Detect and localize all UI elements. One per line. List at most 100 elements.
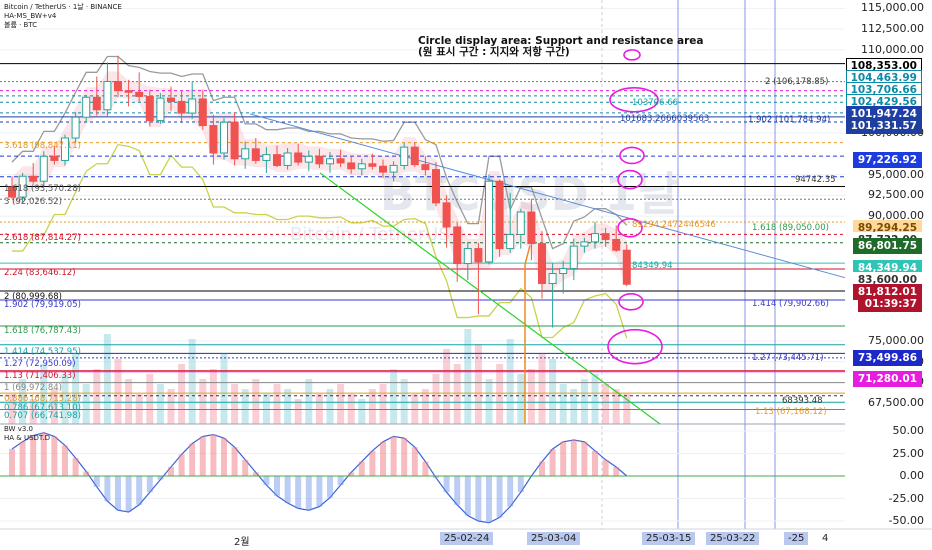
volume-bar [390,369,398,424]
volume-bar [72,354,80,424]
fib-label-right: 84349.94 [632,261,673,271]
sr-circle [607,328,663,365]
price-tick-label: 92,500.00 [868,188,924,202]
volume-bar [284,389,292,424]
candle-body [485,180,493,263]
sr-circle [623,49,641,61]
candle-body [29,175,38,182]
volume-bars [8,329,631,424]
sr-circle [609,86,659,113]
price-tick-label: 115,000.00 [861,1,924,15]
sr-circle [617,217,643,238]
volume-bar [8,394,16,424]
candle-body [71,116,80,139]
volume-bar [538,354,546,424]
sr-circle [619,146,645,165]
candle-body [463,248,472,265]
volume-bar [178,364,186,424]
osc-tick-label: 50.00 [892,424,925,437]
candle-body [241,148,250,160]
price-tick-label: 67,500.00 [868,396,924,410]
candle-body [612,238,621,251]
candle-body [347,162,356,170]
indicator-title[interactable]: HA-MS_BW+v4 [4,12,57,20]
candle-body [453,226,462,265]
volume-bar [61,374,69,424]
volume-bar [19,379,27,424]
volume-bar [602,384,610,424]
fib-label-right: 1.27 (73,445.71) [752,353,824,363]
volume-bar [358,399,366,424]
volume-bar [443,349,451,424]
price-badge: 73,499.86 [852,350,922,366]
candle-body [336,158,345,164]
price-tick-label: 112,500.00 [861,22,924,36]
volume-title[interactable]: 볼륨 · BTC [4,21,38,29]
descending-trendline [249,113,846,279]
sr-circle [618,292,644,311]
volume-bar [103,334,111,424]
sr-circle [617,169,643,190]
support-trendline [319,172,661,425]
time-tick-label: 25-02-24 [440,532,494,545]
oscillator-title-2[interactable]: HA & USDT.D [4,434,50,442]
time-tick-label: 4 [822,533,829,544]
time-tick-label: 25-03-15 [642,532,696,545]
time-tick-label: 25-03-22 [706,532,760,545]
volume-bar [82,384,90,424]
candle-body [167,97,175,102]
candle-body [135,91,144,97]
annotation-line-2: (원 표시 구간 : 지지와 저항 구간) [418,46,570,58]
candle-body [39,155,48,182]
fib-label-left: 0.886 (68,715.28) [4,394,81,404]
candle-body [442,202,451,228]
price-badge: 71,280.01 [852,371,922,387]
volume-bar [167,389,175,424]
candle-body [474,248,483,263]
candle-body [548,273,557,284]
time-tick-label: 25-03-04 [527,532,581,545]
volume-bar [432,374,440,424]
volume-bar [135,394,143,424]
candle-body [538,243,546,284]
candle-body [379,165,387,173]
candle-body [368,163,377,167]
volume-bar [570,389,578,424]
candlesticks [8,55,631,328]
candle-body [506,233,515,250]
volume-bar [252,379,260,424]
volume-bar [379,384,387,424]
volume-bar [93,369,101,424]
candle-body [495,180,504,250]
fib-label-left: 1.414 (74,537.95) [4,347,81,357]
resistance-staircase [11,55,628,250]
volume-bar [474,344,482,424]
fib-label-right: 1.618 (89,050.00) [752,223,829,233]
candle-body [357,163,366,170]
trend-lines [249,113,846,425]
volume-bar [612,389,620,424]
volume-bar [400,379,408,424]
oscillator-title-1[interactable]: BW v3.0 [4,425,33,433]
volume-bar [125,379,133,424]
candle-body [156,97,165,122]
volume-bar [368,389,376,424]
fib-label-left: 1 (69,972.84) [4,383,63,393]
price-badge: 101,331.57 [845,118,922,134]
volume-bar [29,399,37,424]
candle-body [177,100,186,114]
osc-tick-label: -25.00 [888,491,924,505]
volume-bar [241,389,249,424]
candle-body [527,211,536,245]
volume-bar [421,389,429,424]
volume-bar [220,354,228,424]
volume-bar [559,384,567,424]
osc-tick-label: 0.00 [899,469,925,482]
symbol-title[interactable]: Bitcoin / TetherUS · 1날 · BINANCE [4,3,122,11]
fib-label-left: 1.27 (72,950.09) [4,359,76,369]
horizontal-levels [0,63,845,411]
orange-indicator-line [524,245,531,424]
volume-bar [453,364,461,424]
annotation-line-1: Circle display area: Support and resista… [418,35,704,47]
